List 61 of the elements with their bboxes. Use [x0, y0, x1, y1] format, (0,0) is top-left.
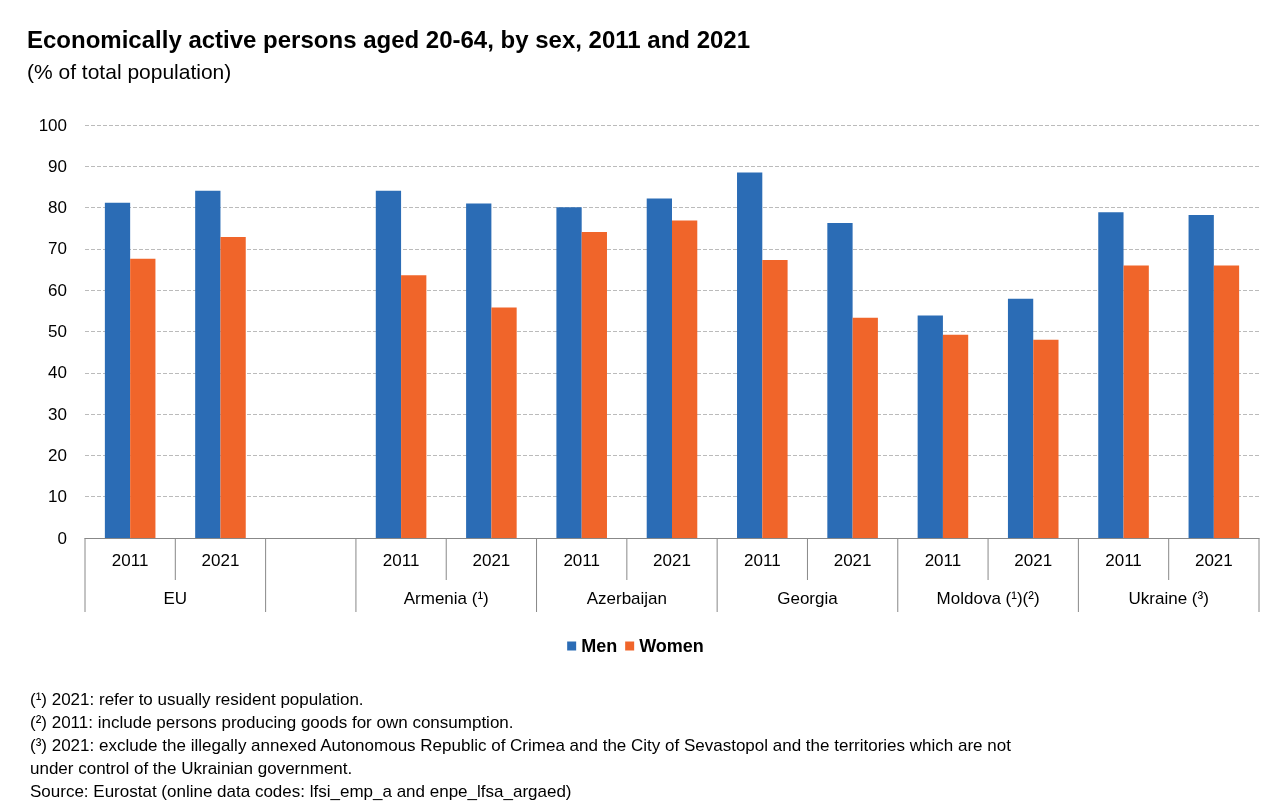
x-tick-label: 2011: [563, 551, 600, 570]
source-note: Source: Eurostat (online data codes: lfsi_emp_a and enpe_lfsa_argaed): [30, 781, 573, 803]
bar: [1098, 212, 1124, 538]
x-tick-label: 2021: [1014, 551, 1053, 570]
legend-label: Men: [581, 636, 618, 656]
bar: [401, 275, 427, 538]
text: (¹) 2021: refer to usually resident population.: [30, 689, 365, 711]
bar: [646, 198, 672, 538]
bar: [762, 260, 788, 538]
chart-subtitle: (% of total population): [27, 60, 232, 83]
bar: [827, 222, 853, 538]
bar: [1123, 265, 1149, 538]
bar: [737, 172, 763, 538]
bar: [104, 202, 131, 538]
chart-title: Economically active persons aged 20-64, by sex, 2011 and 2021: [27, 25, 751, 53]
bar: [466, 203, 492, 538]
x-tick-label: 2011: [1105, 551, 1142, 570]
y-tick-label: 40: [48, 363, 67, 383]
bar: [375, 190, 402, 538]
y-tick-label: 70: [48, 239, 67, 259]
text: Armenia (¹): [403, 589, 489, 608]
y-tick-label: 20: [48, 445, 67, 465]
text: Ukraine (³): [1128, 589, 1209, 608]
bar: [852, 317, 878, 538]
x-tick-label: 2011: [111, 551, 149, 570]
text: (³) 2021: exclude the illegally annexed Autonomous Republic of Crimea and the City of Sevastopol and the territories which are not under control of the Ukrainian government.: [30, 735, 1012, 780]
text: Georgia: [777, 589, 839, 608]
bar: [491, 307, 517, 538]
x-tick-label: 2021: [653, 551, 691, 570]
x-tick-label: 2021: [1194, 551, 1233, 570]
y-tick-label: 60: [48, 280, 67, 300]
text: Moldova (¹)(²): [936, 589, 1040, 608]
bar: [1007, 298, 1034, 538]
x-tick-label: 2011: [744, 551, 781, 570]
bar: [556, 207, 582, 538]
text: Azerbaijan: [586, 589, 668, 608]
y-tick-label: 90: [48, 156, 67, 176]
x-tick-label: 2021: [472, 551, 511, 570]
bar: [581, 231, 607, 538]
text: EU: [163, 589, 188, 608]
bar: [1033, 339, 1059, 538]
x-tick-label: 2011: [924, 551, 962, 570]
y-tick-label: 0: [57, 528, 67, 548]
x-tick-label: 2021: [833, 551, 872, 570]
bar: [130, 258, 156, 538]
bar: [220, 236, 246, 538]
bar: [942, 334, 969, 538]
bar: [1188, 215, 1214, 538]
y-tick-label: 80: [48, 198, 67, 218]
y-tick-label: 50: [48, 322, 67, 341]
y-tick-label: 10: [48, 487, 67, 507]
x-tick-label: 2021: [201, 551, 240, 570]
legend-label: Women: [639, 636, 704, 656]
bar: [195, 190, 221, 538]
bar: [1213, 265, 1240, 538]
bar: [917, 315, 943, 538]
x-tick-label: 2011: [382, 551, 420, 570]
y-tick-label: 30: [48, 404, 67, 424]
text: (²) 2011: include persons producing goods for own consumption.: [30, 712, 515, 734]
y-tick-label: 100: [38, 115, 67, 135]
bar: [672, 220, 698, 538]
